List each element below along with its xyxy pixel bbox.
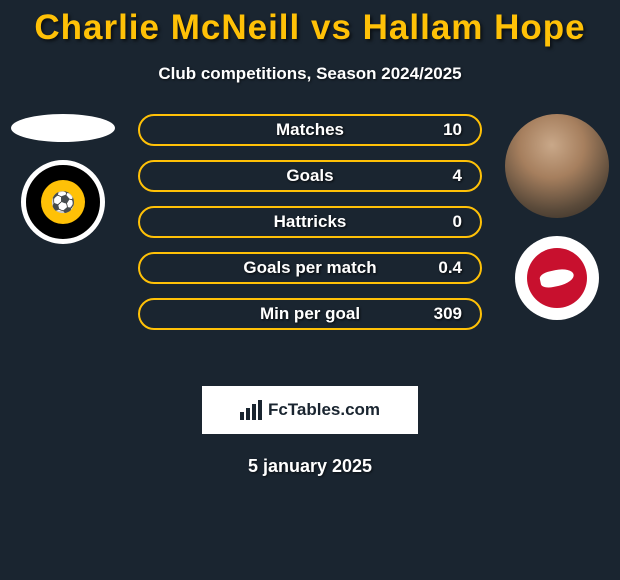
stat-label: Goals per match [243,258,376,278]
stat-bar-goals: - Goals 4 [138,160,482,192]
player-left-club-badge: ⚽ [21,160,105,244]
stat-bar-min-per-goal: - Min per goal 309 [138,298,482,330]
shrimp-icon [527,248,587,308]
stat-right-value: 10 [443,120,462,140]
football-icon: ⚽ [41,180,85,224]
stat-right-value: 309 [434,304,462,324]
stat-bars: - Matches 10 - Goals 4 - Hattricks 0 - G… [138,114,482,344]
player-left-avatar [11,114,115,142]
player-right-avatar [505,114,609,218]
branding-text: FcTables.com [268,400,380,420]
stat-right-value: 4 [453,166,462,186]
stat-label: Hattricks [274,212,347,232]
stat-right-value: 0.4 [438,258,462,278]
player-right-column [502,114,612,320]
player-right-club-badge [515,236,599,320]
stat-bar-hattricks: - Hattricks 0 [138,206,482,238]
fctables-branding: FcTables.com [202,386,418,434]
stat-label: Goals [286,166,333,186]
stat-label: Matches [276,120,344,140]
bar-chart-icon [240,400,262,420]
player-left-column: ⚽ [8,114,118,244]
comparison-date: 5 january 2025 [0,456,620,477]
stat-right-value: 0 [453,212,462,232]
comparison-content: ⚽ - Matches 10 - Goals 4 - Hattricks 0 -… [0,114,620,374]
stat-label: Min per goal [260,304,360,324]
stat-bar-goals-per-match: - Goals per match 0.4 [138,252,482,284]
stat-bar-matches: - Matches 10 [138,114,482,146]
comparison-title: Charlie McNeill vs Hallam Hope [0,0,620,48]
comparison-subtitle: Club competitions, Season 2024/2025 [0,64,620,84]
